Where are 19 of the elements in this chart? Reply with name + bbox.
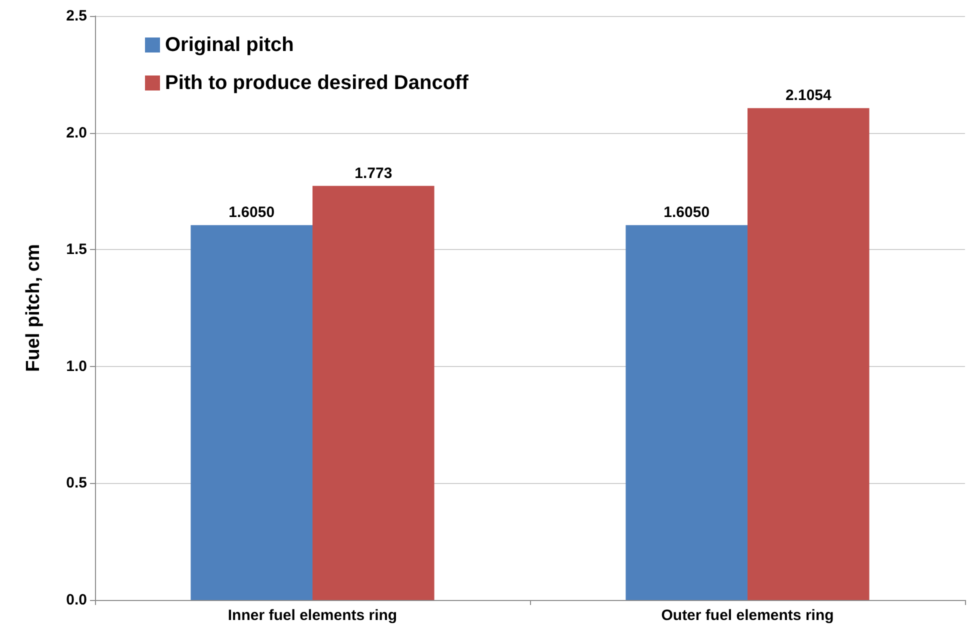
y-tick-label: 2.0 (66, 124, 87, 142)
y-tick-label: 1.5 (66, 241, 87, 258)
x-tick-label: Inner fuel elements ring (228, 607, 398, 624)
legend-label: Original pitch (165, 34, 294, 56)
y-tick-label: 0.5 (66, 474, 87, 492)
legend-label: Pith to produce desired Dancoff (165, 72, 469, 94)
y-tick-label: 2.5 (66, 8, 87, 24)
bar (312, 186, 434, 600)
y-tick-label: 1.0 (66, 358, 87, 375)
bar (190, 225, 312, 600)
bar (748, 108, 870, 600)
data-label: 1.6050 (228, 204, 275, 222)
x-tick-label: Outer fuel elements ring (661, 607, 834, 624)
y-axis-title: Fuel pitch, cm (23, 244, 44, 372)
data-label: 2.1054 (785, 87, 832, 104)
data-label: 1.773 (354, 164, 392, 182)
y-tick-label: 0.0 (66, 592, 87, 608)
bar (626, 225, 748, 600)
data-label: 1.6050 (664, 204, 710, 222)
